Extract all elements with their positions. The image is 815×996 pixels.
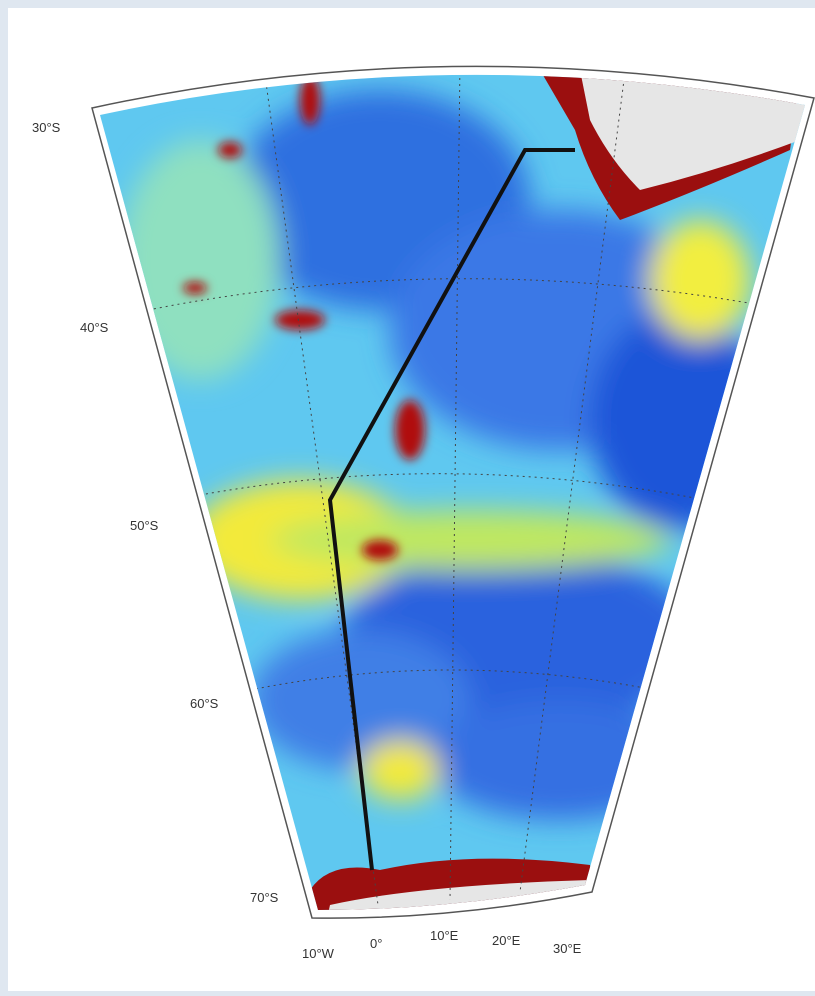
lon-label: 10°E [430,928,459,943]
figure-panel: 30°S 40°S 50°S 60°S 70°S 10°W 0° 10°E 20… [8,8,815,991]
lat-label: 40°S [80,320,109,335]
africa-land [580,74,805,190]
lat-label: 60°S [190,696,219,711]
lon-label: 30°E [553,941,582,956]
lon-labels: 10°W 0° 10°E 20°E 30°E [302,928,582,961]
lon-label: 0° [370,936,382,951]
lon-label: 10°W [302,946,335,961]
lon-label: 20°E [492,933,521,948]
lat-label: 70°S [250,890,279,905]
track-line [327,148,575,871]
map: 30°S 40°S 50°S 60°S 70°S 10°W 0° 10°E 20… [32,65,815,961]
lat-label: 50°S [130,518,159,533]
bathymetry [100,74,805,911]
lat-labels: 30°S 40°S 50°S 60°S 70°S [32,120,279,905]
lat-label: 30°S [32,120,61,135]
